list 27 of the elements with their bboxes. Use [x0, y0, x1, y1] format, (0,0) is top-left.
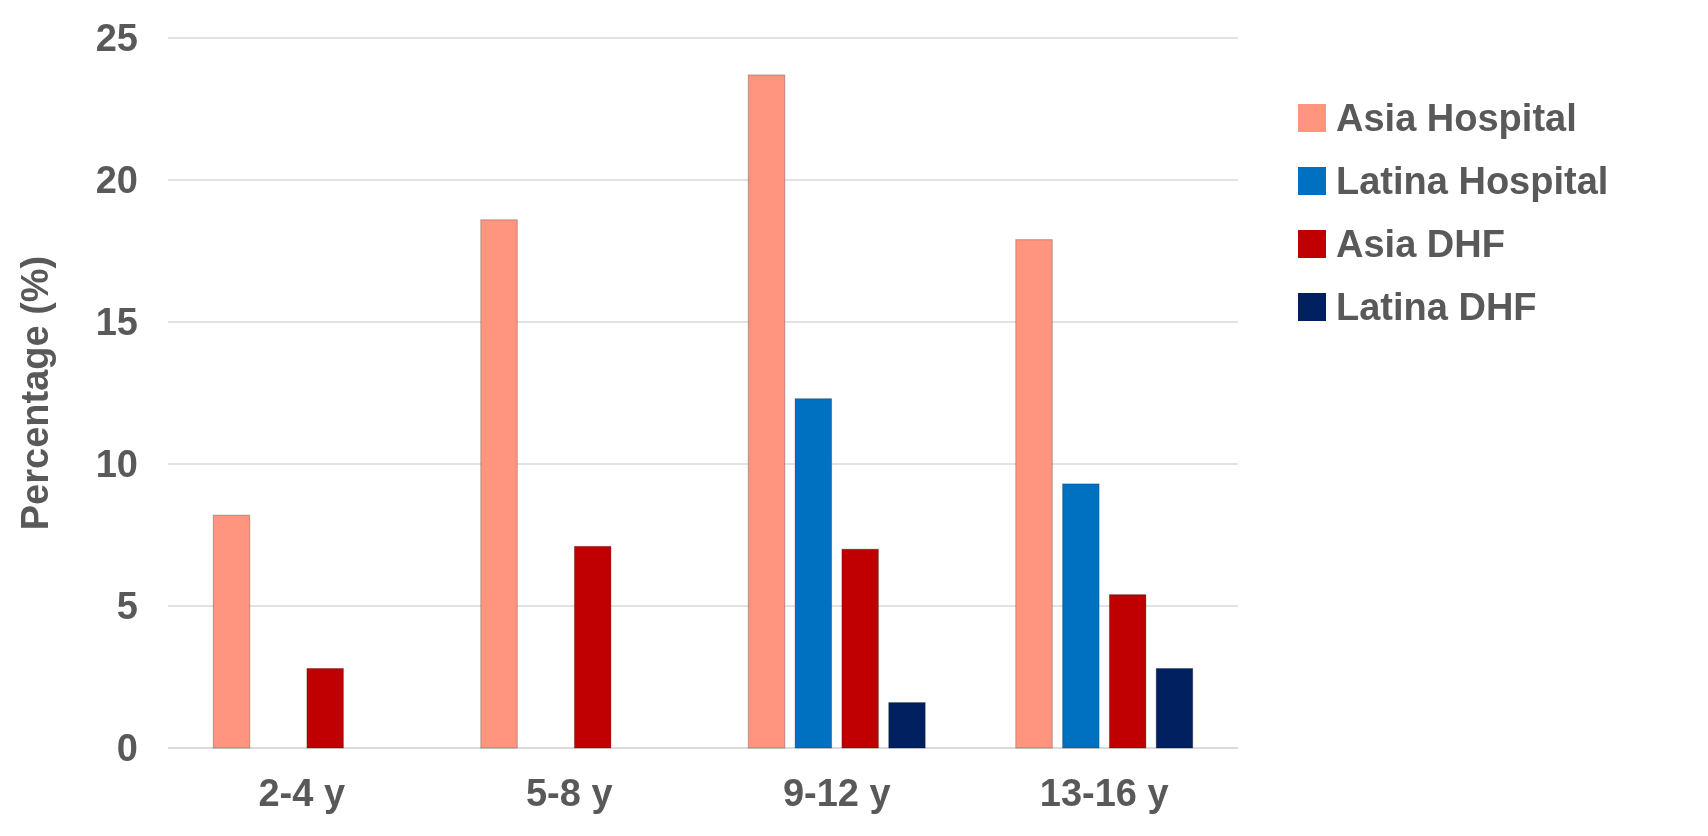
y-tick-label: 5 — [116, 585, 138, 628]
legend-label: Latina DHF — [1336, 286, 1537, 329]
x-tick-label: 9-12 y — [782, 772, 891, 814]
y-tick-label: 25 — [95, 17, 138, 60]
bar — [573, 545, 612, 749]
bar — [1108, 594, 1147, 749]
bar — [841, 548, 879, 749]
legend-label: Asia Hospital — [1336, 97, 1577, 140]
y-tick-label: 10 — [95, 443, 138, 486]
legend-label: Asia DHF — [1336, 223, 1505, 266]
y-tick-label: 0 — [116, 727, 138, 770]
x-tick-label: 5-8 y — [525, 772, 613, 814]
bar — [212, 514, 251, 749]
bar — [1155, 667, 1194, 749]
bar — [306, 667, 344, 749]
x-tick-label: 2-4 y — [258, 772, 346, 814]
legend-label: Latina Hospital — [1336, 160, 1609, 203]
bar — [1062, 483, 1100, 749]
bar — [888, 702, 926, 749]
bar — [794, 398, 833, 749]
y-tick-label: 15 — [95, 301, 138, 344]
bar — [1015, 239, 1053, 749]
bar — [747, 74, 786, 749]
x-tick-label: 13-16 y — [1039, 772, 1169, 814]
bar — [480, 219, 518, 749]
y-tick-label: 20 — [95, 159, 138, 202]
y-axis-title: Percentage (%) — [14, 255, 56, 531]
